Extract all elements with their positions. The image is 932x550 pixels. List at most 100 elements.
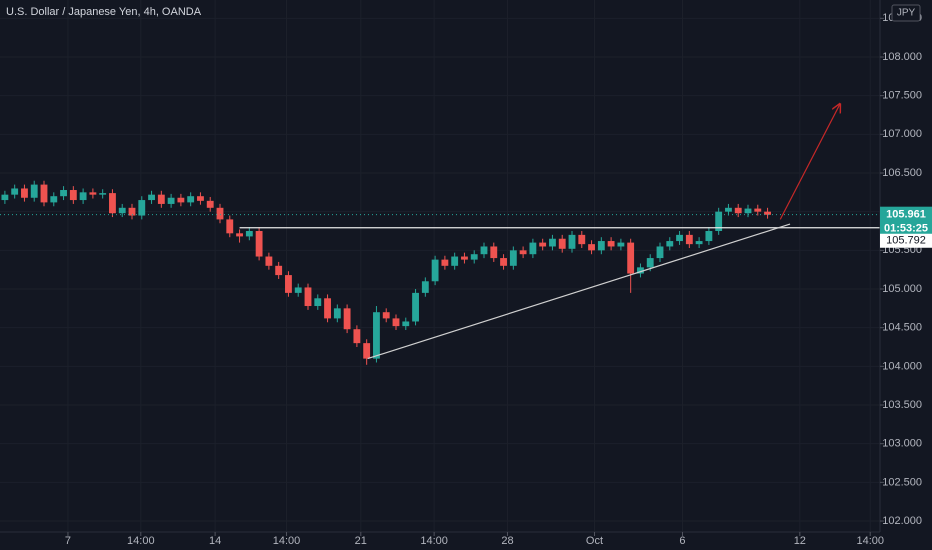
candle-body: [421, 281, 429, 293]
candle-body: [226, 219, 234, 234]
candle-body: [715, 211, 723, 232]
candle-body: [167, 197, 175, 204]
candle-body: [578, 234, 586, 245]
y-tick-label: 103.500: [882, 399, 922, 411]
candle-body: [509, 250, 517, 266]
candle-body: [451, 256, 459, 266]
candle-body: [461, 256, 468, 260]
candle-body: [470, 254, 478, 260]
x-tick-label: 14:00: [273, 535, 301, 547]
countdown-label: 01:53:25: [884, 223, 928, 235]
candle-body: [373, 312, 380, 359]
candle-body: [519, 250, 527, 255]
candle-body: [588, 244, 595, 251]
y-tick-label: 107.000: [882, 128, 922, 140]
chart-title: U.S. Dollar / Japanese Yen, 4h, OANDA: [6, 6, 202, 18]
candle-body: [725, 207, 732, 212]
candle-body: [40, 184, 48, 203]
currency-box[interactable]: [891, 4, 921, 22]
candle-body: [705, 231, 713, 242]
y-tick-label: 103.000: [882, 438, 922, 450]
candle-body: [187, 196, 195, 203]
candle-body: [607, 241, 615, 247]
candle-body: [412, 292, 419, 322]
candle-body: [206, 200, 214, 208]
candle-body: [197, 196, 204, 201]
candle-body: [285, 275, 292, 293]
x-tick-label: 14: [209, 535, 221, 547]
candle-body: [666, 241, 674, 247]
y-tick-label: 102.500: [882, 476, 922, 488]
candle-body: [304, 287, 312, 307]
y-tick-label: 102.000: [882, 515, 922, 527]
candle-body: [441, 259, 449, 266]
candle-body: [245, 231, 253, 237]
candle-body: [754, 208, 762, 212]
currency[interactable]: JPY: [897, 8, 916, 19]
candle-body: [50, 196, 58, 203]
x-tick-label: 6: [679, 535, 685, 547]
x-tick-label: 21: [355, 535, 367, 547]
candle-body: [236, 233, 243, 237]
candle-body: [89, 192, 97, 195]
x-tick-label: 12: [794, 535, 806, 547]
candle-body: [734, 207, 742, 214]
candle-body: [99, 193, 107, 195]
candle-body: [558, 238, 566, 249]
candle-body: [402, 321, 410, 327]
y-tick-label: 105.000: [882, 283, 922, 295]
y-tick-label: 107.500: [882, 90, 922, 102]
y-tick-label: 108.000: [882, 51, 922, 63]
x-tick-label: 14:00: [856, 535, 884, 547]
candle-body: [60, 190, 67, 197]
level-price-label: 105.792: [886, 235, 926, 247]
x-tick-label: 28: [501, 535, 513, 547]
candle-body: [118, 207, 126, 214]
candle-body: [617, 242, 625, 247]
last-price-label: 105.961: [886, 209, 926, 221]
candle-body: [529, 242, 537, 255]
candle-body: [764, 211, 771, 215]
candle-body: [1, 194, 9, 201]
candle-body: [363, 343, 371, 359]
candle-body: [431, 259, 439, 282]
candle-body: [637, 267, 644, 274]
candle-body: [480, 246, 488, 255]
y-tick-label: 104.000: [882, 360, 922, 372]
y-tick-label: 104.500: [882, 322, 922, 334]
trendline: [779, 104, 840, 220]
candle-body: [744, 208, 752, 214]
candle-body: [275, 265, 283, 276]
candle-body: [490, 246, 498, 259]
candle-body: [597, 241, 605, 251]
candle-body: [30, 184, 38, 198]
candle-body: [392, 318, 400, 327]
x-tick-label: 7: [65, 535, 71, 547]
candle-body: [500, 258, 507, 266]
candle-body: [382, 312, 390, 319]
candle-body: [353, 329, 361, 344]
trendline: [367, 223, 791, 360]
candle-body: [676, 234, 683, 242]
candle-body: [539, 242, 547, 247]
candle-body: [138, 200, 146, 216]
x-tick-label: Oct: [586, 535, 603, 547]
candle-body: [148, 194, 155, 201]
candle-body: [79, 192, 87, 201]
candle-body: [216, 207, 224, 220]
candle-body: [21, 188, 28, 198]
candle-body: [294, 287, 302, 293]
candle-body: [255, 231, 263, 257]
candle-body: [324, 298, 331, 319]
candle-body: [333, 308, 341, 319]
candle-body: [695, 241, 703, 245]
candle-body: [314, 298, 322, 307]
candle-body: [646, 258, 654, 268]
candle-body: [11, 188, 19, 195]
candle-body: [568, 234, 576, 249]
last-price-box: [880, 206, 932, 237]
candle-body: [549, 238, 556, 247]
candle-body: [343, 308, 351, 330]
